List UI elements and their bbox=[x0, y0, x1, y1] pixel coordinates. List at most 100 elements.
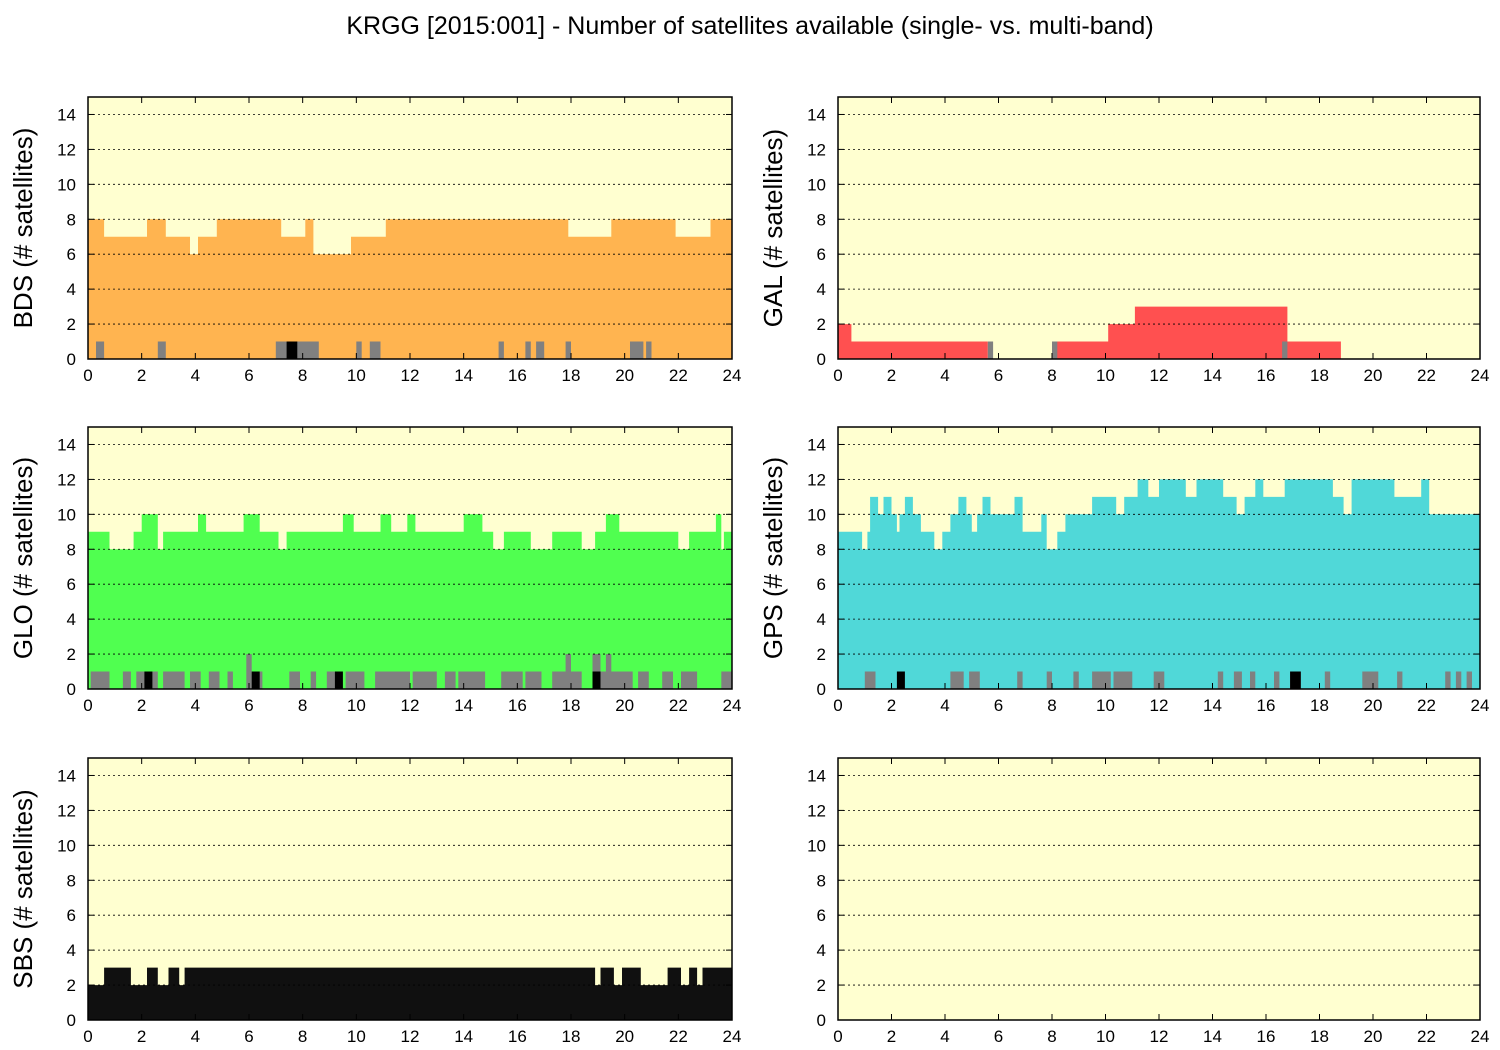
y-tick-label: 0 bbox=[817, 1011, 826, 1030]
x-tick-label: 6 bbox=[244, 366, 253, 385]
x-tick-label: 24 bbox=[1471, 366, 1490, 385]
x-tick-label: 10 bbox=[1096, 366, 1115, 385]
x-tick-label: 0 bbox=[83, 1027, 92, 1046]
x-tick-label: 18 bbox=[562, 696, 581, 715]
x-tick-label: 12 bbox=[401, 696, 420, 715]
y-tick-label: 0 bbox=[67, 1011, 76, 1030]
x-tick-label: 10 bbox=[1096, 696, 1115, 715]
y-tick-label: 8 bbox=[817, 871, 826, 890]
x-tick-label: 16 bbox=[1257, 1027, 1276, 1046]
x-tick-label: 16 bbox=[508, 696, 527, 715]
x-tick-label: 24 bbox=[723, 1027, 742, 1046]
y-tick-label: 6 bbox=[817, 575, 826, 594]
x-tick-label: 8 bbox=[298, 1027, 307, 1046]
x-tick-label: 22 bbox=[669, 1027, 688, 1046]
x-tick-label: 22 bbox=[669, 696, 688, 715]
y-tick-label: 14 bbox=[57, 435, 76, 454]
x-tick-label: 6 bbox=[244, 1027, 253, 1046]
plot-background bbox=[838, 758, 1480, 1020]
x-tick-label: 0 bbox=[833, 1027, 842, 1046]
x-tick-label: 8 bbox=[298, 366, 307, 385]
y-tick-label: 4 bbox=[67, 280, 76, 299]
x-tick-label: 16 bbox=[508, 1027, 527, 1046]
x-tick-label: 14 bbox=[1203, 696, 1222, 715]
x-tick-label: 12 bbox=[1150, 696, 1169, 715]
y-axis-label: BDS (# satellites) bbox=[8, 128, 38, 329]
y-tick-label: 12 bbox=[57, 801, 76, 820]
y-axis-label: GLO (# satellites) bbox=[8, 457, 38, 659]
y-tick-label: 0 bbox=[817, 350, 826, 369]
x-tick-label: 14 bbox=[1203, 1027, 1222, 1046]
x-tick-label: 10 bbox=[1096, 1027, 1115, 1046]
y-tick-label: 10 bbox=[807, 505, 826, 524]
y-tick-label: 10 bbox=[807, 175, 826, 194]
series-total-area bbox=[88, 967, 732, 1020]
x-tick-label: 12 bbox=[401, 1027, 420, 1046]
y-tick-label: 0 bbox=[67, 350, 76, 369]
x-tick-label: 20 bbox=[615, 366, 634, 385]
y-tick-label: 14 bbox=[807, 435, 826, 454]
x-tick-label: 18 bbox=[1310, 1027, 1329, 1046]
x-tick-label: 12 bbox=[401, 366, 420, 385]
x-tick-label: 18 bbox=[562, 366, 581, 385]
x-tick-label: 16 bbox=[508, 366, 527, 385]
x-tick-label: 18 bbox=[562, 1027, 581, 1046]
y-tick-label: 6 bbox=[817, 906, 826, 925]
x-tick-label: 2 bbox=[887, 1027, 896, 1046]
series-no-band-area bbox=[144, 671, 601, 689]
y-tick-label: 12 bbox=[807, 801, 826, 820]
x-tick-label: 20 bbox=[1364, 366, 1383, 385]
y-tick-label: 0 bbox=[67, 680, 76, 699]
x-tick-label: 22 bbox=[1417, 366, 1436, 385]
series-total-area bbox=[838, 306, 1341, 359]
x-tick-label: 8 bbox=[298, 696, 307, 715]
y-tick-label: 14 bbox=[57, 766, 76, 785]
x-tick-label: 0 bbox=[83, 696, 92, 715]
y-tick-label: 8 bbox=[817, 210, 826, 229]
x-tick-label: 24 bbox=[723, 366, 742, 385]
y-tick-label: 2 bbox=[67, 645, 76, 664]
x-tick-label: 24 bbox=[1471, 696, 1490, 715]
y-tick-label: 14 bbox=[807, 766, 826, 785]
y-tick-label: 12 bbox=[57, 140, 76, 159]
x-tick-label: 24 bbox=[723, 696, 742, 715]
x-tick-label: 14 bbox=[1203, 366, 1222, 385]
y-tick-label: 4 bbox=[817, 280, 826, 299]
series-single-band-area bbox=[96, 341, 652, 359]
y-axis-label: GPS (# satellites) bbox=[758, 457, 788, 659]
y-tick-label: 10 bbox=[57, 836, 76, 855]
x-tick-label: 16 bbox=[1257, 696, 1276, 715]
x-tick-label: 22 bbox=[1417, 1027, 1436, 1046]
y-tick-label: 2 bbox=[817, 315, 826, 334]
x-tick-label: 22 bbox=[669, 366, 688, 385]
x-tick-label: 6 bbox=[994, 366, 1003, 385]
y-axis-label: GAL (# satellites) bbox=[758, 129, 788, 327]
y-tick-label: 12 bbox=[57, 470, 76, 489]
x-tick-label: 16 bbox=[1257, 366, 1276, 385]
y-tick-label: 14 bbox=[57, 105, 76, 124]
x-tick-label: 8 bbox=[1047, 696, 1056, 715]
x-tick-label: 20 bbox=[615, 1027, 634, 1046]
y-tick-label: 2 bbox=[817, 976, 826, 995]
x-tick-label: 24 bbox=[1471, 1027, 1490, 1046]
x-tick-label: 6 bbox=[994, 1027, 1003, 1046]
x-tick-label: 12 bbox=[1150, 366, 1169, 385]
x-tick-label: 10 bbox=[347, 696, 366, 715]
x-tick-label: 6 bbox=[244, 696, 253, 715]
series-single-band-area bbox=[90, 654, 732, 689]
x-tick-label: 2 bbox=[137, 696, 146, 715]
y-tick-label: 10 bbox=[807, 836, 826, 855]
y-tick-label: 4 bbox=[67, 941, 76, 960]
x-tick-label: 20 bbox=[1364, 1027, 1383, 1046]
x-tick-label: 18 bbox=[1310, 366, 1329, 385]
y-tick-label: 0 bbox=[817, 680, 826, 699]
x-tick-label: 12 bbox=[1150, 1027, 1169, 1046]
x-tick-label: 4 bbox=[940, 366, 949, 385]
x-tick-label: 2 bbox=[887, 696, 896, 715]
y-tick-label: 8 bbox=[817, 540, 826, 559]
x-tick-label: 8 bbox=[1047, 366, 1056, 385]
